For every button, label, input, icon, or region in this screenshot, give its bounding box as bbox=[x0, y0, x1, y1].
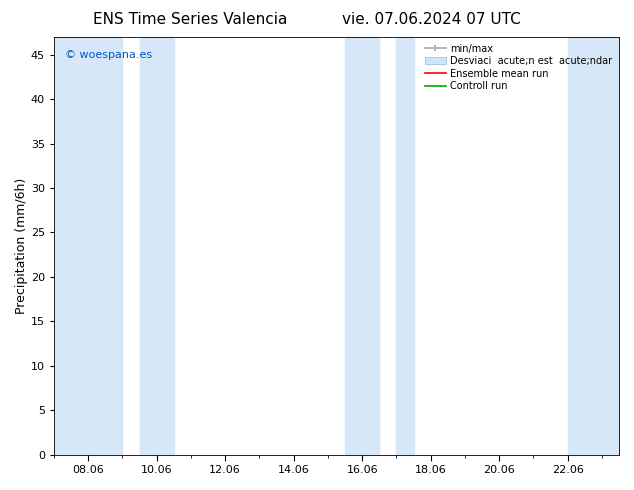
Text: ENS Time Series Valencia: ENS Time Series Valencia bbox=[93, 12, 287, 27]
Legend: min/max, Desviaci  acute;n est  acute;ndar, Ensemble mean run, Controll run: min/max, Desviaci acute;n est acute;ndar… bbox=[423, 42, 614, 93]
Text: © woespana.es: © woespana.es bbox=[65, 49, 152, 60]
Bar bbox=[345, 37, 379, 455]
Bar bbox=[567, 37, 619, 455]
Bar bbox=[396, 37, 413, 455]
Text: vie. 07.06.2024 07 UTC: vie. 07.06.2024 07 UTC bbox=[342, 12, 521, 27]
Bar bbox=[139, 37, 174, 455]
Bar bbox=[54, 37, 122, 455]
Y-axis label: Precipitation (mm/6h): Precipitation (mm/6h) bbox=[15, 178, 28, 314]
